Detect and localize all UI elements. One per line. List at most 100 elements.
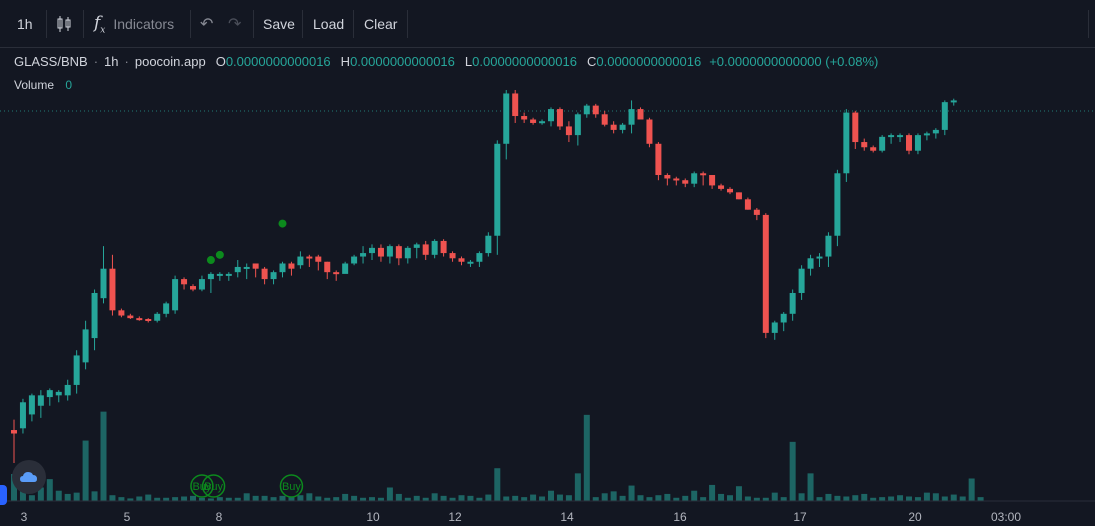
candle-body [682,180,689,184]
volume-bar [735,486,742,501]
candle-body [539,121,546,124]
candle-body [619,124,626,130]
volume-bar [637,495,644,501]
candle-body [19,402,26,429]
candle-body [207,273,214,280]
cloud-glyph [20,472,37,482]
tradingview-logo-icon[interactable] [12,460,46,494]
volume-bar [879,497,886,501]
candle-body [950,100,957,103]
candle-body [762,214,769,333]
indicators-button[interactable]: fx Indicators [94,6,174,42]
volume-bar [198,497,205,501]
buy-bubble-ring [190,474,214,498]
candle-body [485,235,492,254]
volume-bar [888,496,895,501]
candle-body [55,391,62,396]
buy-dot-marker[interactable] [206,256,215,265]
candle-body [816,256,823,259]
volume-bar [386,487,393,501]
volume-bar [709,484,716,501]
volume-bar [816,497,823,501]
volume-bar [216,497,223,501]
candle-body [744,199,751,210]
buy-dot-marker[interactable] [215,250,224,259]
buy-bubble-label: Buy [204,481,223,493]
candle-body [163,303,170,314]
save-button[interactable]: Save [263,16,295,32]
candle-body [807,258,814,269]
volume-bar [753,497,760,501]
candle-body [914,135,921,151]
x-tick-label: 17 [793,510,807,524]
interval-button[interactable]: 1h [17,16,33,32]
source-label: poocoin.app [134,54,206,69]
candle-body [521,116,528,120]
volume-bar [458,495,465,501]
buy-bubble-marker[interactable]: Buy [201,474,226,498]
candle-body [243,266,250,269]
x-tick-label: 10 [366,510,380,524]
volume-bar [369,497,375,501]
volume-bar [154,497,161,501]
toolbar-divider [190,10,191,38]
volume-bar [959,496,966,501]
candle-body [727,188,733,193]
clear-button[interactable]: Clear [364,16,398,32]
candle-body [270,272,277,280]
volume-bar [243,493,250,501]
candle-body [369,247,375,254]
buy-bubble-label: Buy [282,481,301,493]
volume-bar [476,497,483,501]
volume-bar [798,493,805,501]
candle-body [73,355,80,385]
candle-body [279,263,286,273]
time-axis: 3 5 8 10 12 14 16 17 20 03:00 [21,510,1022,524]
buy-bubble-marker[interactable]: Buy [279,474,304,498]
redo-icon[interactable]: ↷ [228,16,242,33]
close-key: C [586,54,597,69]
candle-body [225,273,232,276]
candle-body [28,395,35,415]
volume-bar [55,490,62,501]
buy-dot-marker[interactable] [278,219,287,228]
candle-body [449,253,456,259]
volume-bar [190,495,196,501]
volume-bar [163,497,170,501]
candle-body [548,109,554,122]
x-tick-label: 20 [908,510,922,524]
volume-label: Volume [14,78,55,92]
volume-bar [422,497,429,501]
ohlc-legend: GLASS/BNB · 1h · poocoin.app O 0.00000000… [14,54,878,69]
candle-body [288,263,295,269]
volume-bar [136,496,143,501]
candle-body [440,240,447,254]
candle-body [646,119,653,144]
volume-bar [297,495,304,501]
volume-bar [628,485,635,501]
candles-icon[interactable] [56,6,72,42]
candle-body [512,93,519,117]
candle-body [413,244,420,248]
volume-bar [360,497,367,501]
volume-bar [664,493,671,501]
toolbar-divider [253,10,254,38]
candle-body [753,209,760,215]
candle-body [37,395,44,406]
buy-bubble-ring [201,474,226,498]
x-tick-label: 8 [216,510,223,524]
panel-resize-handle[interactable] [0,485,7,505]
volume-bar [73,492,80,501]
load-button[interactable]: Load [313,16,345,32]
volume-bar [261,495,268,501]
function-icon: fx [94,12,106,36]
candle-body [861,142,868,148]
volume-bar [565,495,572,501]
separator-dot: · [124,54,129,69]
candle-body [556,109,563,127]
candle-body [700,173,707,176]
undo-icon[interactable]: ↶ [200,16,214,33]
volume-bar [977,497,984,501]
